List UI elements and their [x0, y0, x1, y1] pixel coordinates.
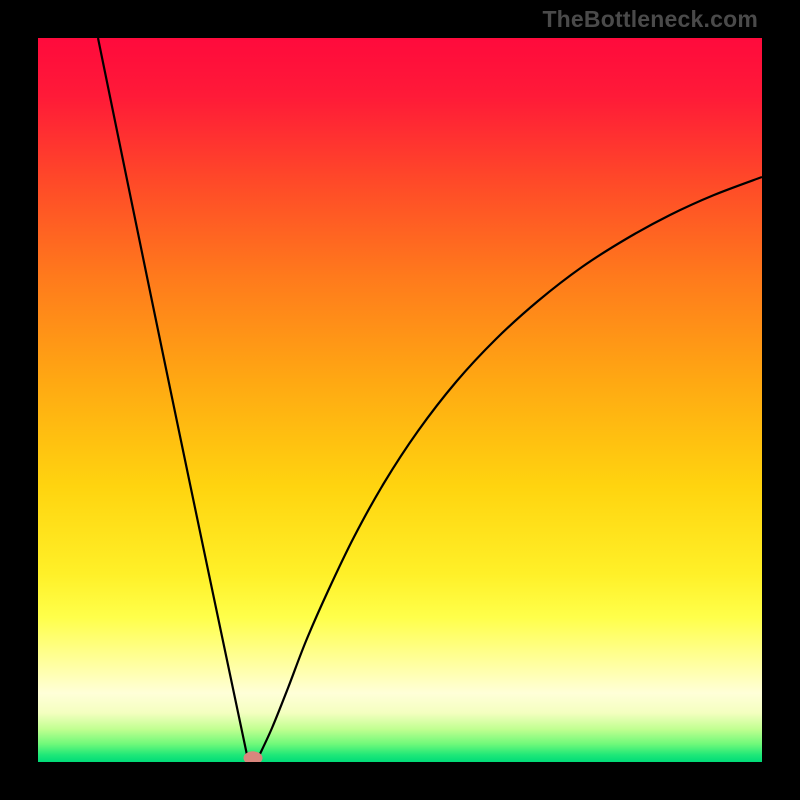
watermark-label: TheBottleneck.com — [542, 6, 758, 33]
chart-plot-area — [38, 38, 762, 762]
gradient-background — [38, 38, 762, 762]
optimal-point-marker — [244, 752, 262, 762]
chart-svg — [38, 38, 762, 762]
